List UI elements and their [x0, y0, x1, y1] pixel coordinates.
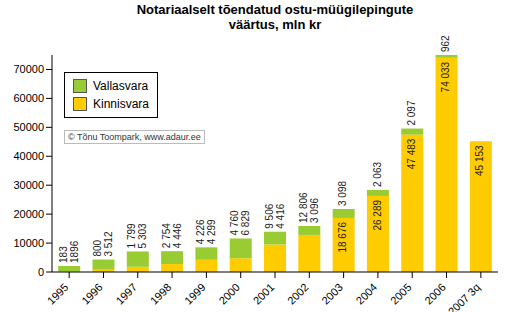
svg-text:4 299: 4 299 [206, 219, 217, 244]
svg-text:2005: 2005 [388, 281, 414, 307]
svg-text:40000: 40000 [13, 150, 44, 162]
svg-text:20000: 20000 [13, 208, 44, 220]
svg-text:2007 3q: 2007 3q [446, 281, 483, 312]
svg-text:800: 800 [92, 239, 103, 256]
svg-text:45 153: 45 153 [475, 145, 486, 176]
svg-text:4 760: 4 760 [229, 210, 240, 235]
html-text:Notariaalselt tõendatud ostu-m: Notariaalselt tõendatud ostu-müügileping… [136, 2, 414, 32]
svg-text:3 096: 3 096 [309, 198, 320, 223]
svg-text:12 806: 12 806 [298, 192, 309, 223]
svg-text:3 512: 3 512 [103, 231, 114, 256]
svg-text:1 799: 1 799 [126, 223, 137, 248]
svg-text:18 676: 18 676 [337, 222, 348, 253]
svg-text:0: 0 [38, 266, 44, 278]
svg-text:183: 183 [58, 246, 69, 263]
svg-text:6 829: 6 829 [240, 210, 251, 235]
svg-text:1896: 1896 [69, 240, 80, 263]
svg-text:9 506: 9 506 [264, 203, 275, 228]
html-text:Kinnisvara: Kinnisvara [93, 97, 149, 111]
svg-text:2002: 2002 [285, 281, 311, 307]
svg-text:4 446: 4 446 [172, 223, 183, 248]
html-text:© Tõnu Toompark, www.adaur.ee: © Tõnu Toompark, www.adaur.ee [68, 132, 201, 142]
svg-text:1997: 1997 [113, 281, 139, 307]
svg-text:30000: 30000 [13, 179, 44, 191]
svg-text:962: 962 [440, 35, 451, 52]
svg-text:10000: 10000 [13, 237, 44, 249]
svg-text:2000: 2000 [216, 281, 242, 307]
svg-text:1996: 1996 [79, 281, 105, 307]
html-text:Vallasvara: Vallasvara [93, 79, 149, 93]
svg-text:5 303: 5 303 [137, 223, 148, 248]
svg-text:2004: 2004 [354, 281, 380, 307]
svg-text:60000: 60000 [13, 92, 44, 104]
svg-text:4 226: 4 226 [195, 219, 206, 244]
svg-text:1999: 1999 [182, 281, 208, 307]
svg-text:1998: 1998 [148, 281, 174, 307]
svg-text:2003: 2003 [319, 281, 345, 307]
svg-text:4 416: 4 416 [275, 203, 286, 228]
svg-text:1995: 1995 [45, 281, 71, 307]
svg-text:70000: 70000 [13, 63, 44, 75]
svg-text:2 754: 2 754 [161, 223, 172, 248]
svg-text:3 098: 3 098 [337, 181, 348, 206]
svg-text:2006: 2006 [422, 281, 448, 307]
svg-text:74 033: 74 033 [440, 61, 451, 92]
svg-text:2 097: 2 097 [406, 100, 417, 125]
svg-text:2001: 2001 [251, 281, 277, 307]
svg-text:47 483: 47 483 [406, 138, 417, 169]
svg-text:2 063: 2 063 [372, 162, 383, 187]
svg-text:26 289: 26 289 [372, 200, 383, 231]
svg-text:50000: 50000 [13, 121, 44, 133]
